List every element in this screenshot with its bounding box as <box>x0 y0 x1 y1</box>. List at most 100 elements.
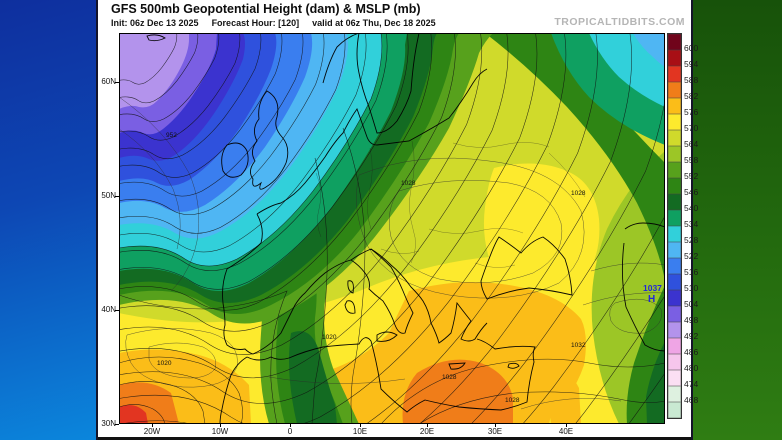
colorbar-swatch <box>668 290 681 306</box>
colorbar-swatch <box>668 338 681 354</box>
colorbar-label: 600 <box>684 43 699 53</box>
lon-tick-label: 40E <box>558 427 574 436</box>
colorbar-label: 546 <box>684 187 699 197</box>
colorbar-label: 540 <box>684 203 699 213</box>
colorbar <box>667 33 682 419</box>
colorbar-label: 480 <box>684 363 699 373</box>
colorbar-label: 504 <box>684 299 699 309</box>
colorbar-label: 552 <box>684 171 699 181</box>
colorbar-swatch <box>668 98 681 114</box>
lon-tick-mark <box>152 424 153 427</box>
colorbar-swatch <box>668 226 681 242</box>
lat-tick-mark <box>115 424 119 425</box>
valid-time: valid at 06z Thu, Dec 18 2025 <box>312 18 436 28</box>
map-frame <box>119 33 665 424</box>
colorbar-swatch <box>668 402 681 418</box>
pressure-label: 952 <box>166 132 177 139</box>
border-layer <box>315 140 586 268</box>
forecast-hour: Forecast Hour: [120] <box>211 18 300 28</box>
colorbar-label: 522 <box>684 251 699 261</box>
lat-tick-label: 30N <box>101 419 116 428</box>
lon-tick-mark <box>290 424 291 427</box>
colorbar-label: 582 <box>684 91 699 101</box>
pressure-label: 1032 <box>571 342 586 349</box>
colorbar-label: 498 <box>684 315 699 325</box>
colorbar-label: 492 <box>684 331 699 341</box>
pressure-label: 1028 <box>442 374 457 381</box>
chart-title: GFS 500mb Geopotential Height (dam) & MS… <box>111 2 421 16</box>
colorbar-label: 516 <box>684 267 699 277</box>
lon-tick-mark <box>220 424 221 427</box>
colorbar-swatch <box>668 274 681 290</box>
lat-tick-label: 60N <box>101 77 116 86</box>
colorbar-swatch <box>668 258 681 274</box>
colorbar-swatch <box>668 130 681 146</box>
high-pressure-value: 1037 <box>643 283 662 293</box>
colorbar-swatch <box>668 34 681 50</box>
colorbar-label: 588 <box>684 75 699 85</box>
colorbar-swatch <box>668 82 681 98</box>
init-time: Init: 06z Dec 13 2025 <box>111 18 199 28</box>
colorbar-label: 594 <box>684 59 699 69</box>
colorbar-swatch <box>668 322 681 338</box>
lon-tick-mark <box>427 424 428 427</box>
lat-tick-label: 50N <box>101 191 116 200</box>
background-right-gradient <box>693 0 782 440</box>
pressure-label: 1028 <box>505 397 520 404</box>
lon-tick-mark <box>495 424 496 427</box>
coastline-layer <box>146 33 665 424</box>
lon-tick-mark <box>566 424 567 427</box>
colorbar-label: 564 <box>684 139 699 149</box>
pressure-label: 1020 <box>322 334 337 341</box>
colorbar-label: 570 <box>684 123 699 133</box>
colorbar-label: 510 <box>684 283 699 293</box>
pressure-label: 1020 <box>157 360 172 367</box>
colorbar-label: 486 <box>684 347 699 357</box>
height-contour-layer <box>119 33 665 424</box>
colorbar-swatch <box>668 386 681 402</box>
lon-tick-label: 0 <box>287 427 293 436</box>
pressure-label: 1028 <box>571 190 586 197</box>
colorbar-label: 576 <box>684 107 699 117</box>
colorbar-swatch <box>668 50 681 66</box>
mslp-contour-layer <box>119 96 665 410</box>
colorbar-label: 468 <box>684 395 699 405</box>
colorbar-swatch <box>668 114 681 130</box>
watermark: TROPICALTIDBITS.COM <box>554 16 685 28</box>
lat-tick-mark <box>115 310 119 311</box>
lon-tick-label: 10W <box>211 427 229 436</box>
colorbar-swatch <box>668 210 681 226</box>
colorbar-swatch <box>668 242 681 258</box>
map-plot: 952 1028 1028 1020 1020 1028 1028 1032 1037 H <box>119 33 665 424</box>
colorbar-swatch <box>668 178 681 194</box>
lon-tick-label: 10E <box>352 427 368 436</box>
colorbar-swatch <box>668 354 681 370</box>
colorbar-swatch <box>668 194 681 210</box>
pressure-label: 1028 <box>401 180 416 187</box>
colorbar-swatch <box>668 370 681 386</box>
colorbar-swatch <box>668 162 681 178</box>
colorbar-swatch <box>668 66 681 82</box>
forecast-chart-panel: GFS 500mb Geopotential Height (dam) & MS… <box>96 0 698 440</box>
colorbar-label: 534 <box>684 219 699 229</box>
colorbar-swatch <box>668 306 681 322</box>
high-pressure-symbol: H <box>648 294 655 305</box>
colorbar-label: 528 <box>684 235 699 245</box>
lon-tick-mark <box>360 424 361 427</box>
lon-tick-label: 30E <box>487 427 503 436</box>
lon-tick-label: 20W <box>143 427 161 436</box>
lon-tick-label: 20E <box>419 427 435 436</box>
colorbar-label: 474 <box>684 379 699 389</box>
lat-tick-mark <box>115 196 119 197</box>
colorbar-swatch <box>668 146 681 162</box>
lat-tick-mark <box>115 82 119 83</box>
chart-subtitle: Init: 06z Dec 13 2025 Forecast Hour: [120… <box>111 18 449 28</box>
height-fill-layer <box>119 33 665 424</box>
lat-tick-label: 40N <box>101 305 116 314</box>
colorbar-label: 558 <box>684 155 699 165</box>
bottom-frame-strip <box>98 437 691 440</box>
background-left-gradient <box>0 0 96 440</box>
